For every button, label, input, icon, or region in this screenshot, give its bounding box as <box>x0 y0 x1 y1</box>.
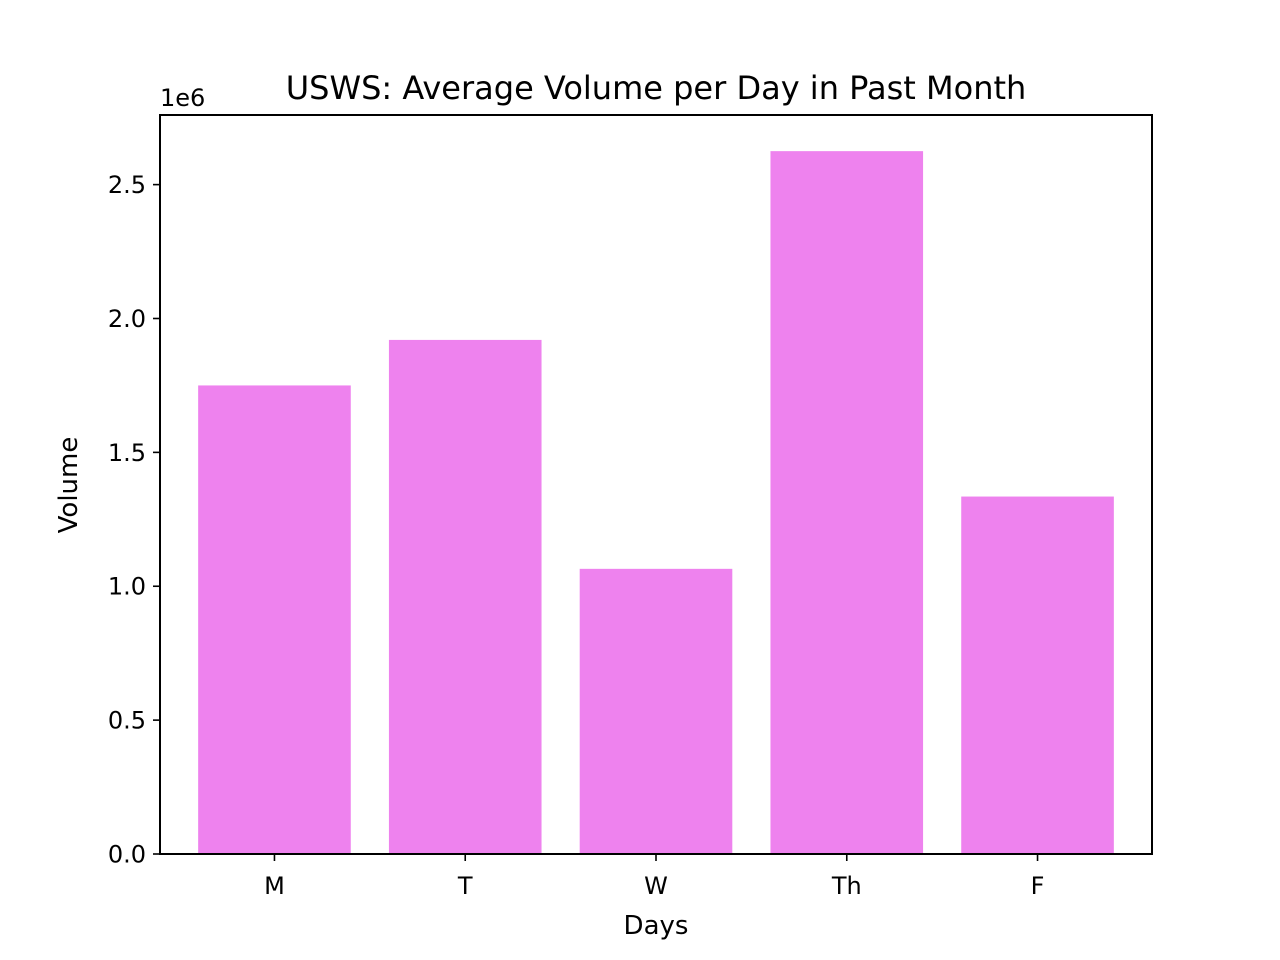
plot-frame <box>159 114 1153 855</box>
x-axis-label: Days <box>624 911 689 941</box>
x-tick-label: W <box>644 872 668 900</box>
y-tick-label: 1.5 <box>108 439 146 467</box>
y-tick-label: 2.0 <box>108 305 146 333</box>
x-tick-label: T <box>457 872 473 900</box>
y-axis-label: Volume <box>54 437 84 534</box>
y-tick-label: 1.0 <box>108 573 146 601</box>
bar-f <box>961 496 1114 854</box>
y-tick-label: 0.0 <box>108 841 146 869</box>
y-tick-label: 0.5 <box>108 707 146 735</box>
bar-w <box>579 568 733 854</box>
chart-title: USWS: Average Volume per Day in Past Mon… <box>286 69 1027 107</box>
y-tick-label: 2.5 <box>108 171 146 199</box>
bar-m <box>198 385 351 854</box>
bar-th <box>770 151 924 855</box>
y-axis-ticks: 0.0 0.5 1.0 1.5 2.0 2.5 <box>108 171 160 869</box>
bar-t <box>388 339 542 854</box>
bars-group <box>198 151 1114 855</box>
y-axis-offset-label: 1e6 <box>160 84 205 112</box>
x-tick-label: Th <box>831 872 862 900</box>
x-tick-label: F <box>1031 872 1045 900</box>
x-axis-ticks: M T W Th F <box>264 854 1044 900</box>
x-tick-label: M <box>264 872 285 900</box>
